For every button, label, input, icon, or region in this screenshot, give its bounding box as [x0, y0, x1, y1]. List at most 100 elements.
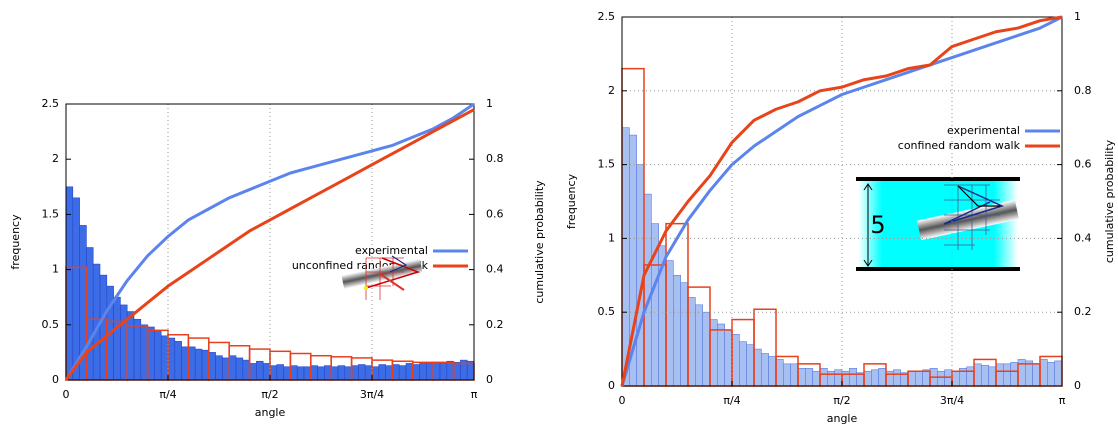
- inset-diagram: [856, 177, 1020, 271]
- histogram-bar: [768, 356, 777, 387]
- histogram-bar: [687, 297, 696, 387]
- histogram-bar: [269, 365, 278, 381]
- histogram-bar: [988, 366, 997, 387]
- histogram-bar: [863, 370, 872, 387]
- histogram-bar: [849, 367, 857, 387]
- histogram-bar: [154, 330, 162, 381]
- histogram-bar: [405, 363, 414, 381]
- histogram-bar: [249, 363, 257, 381]
- x-tick-label: π/2: [833, 394, 850, 407]
- histogram-bar: [290, 365, 298, 381]
- histogram-bar: [937, 370, 945, 387]
- histogram-bar: [222, 357, 230, 381]
- histogram-bar: [371, 366, 380, 381]
- histogram-bar: [276, 364, 284, 381]
- histogram-bar: [296, 366, 305, 381]
- chart: 0 π/4 π/2 3π/4 π00.511.522.500.20.40.60.81an…: [9, 97, 546, 419]
- histogram-bar: [702, 311, 711, 387]
- histogram-bar: [412, 364, 420, 381]
- y2-tick-label: 0.8: [486, 152, 504, 165]
- y-axis-label: frequency: [9, 214, 22, 270]
- y2-tick-label: 0: [486, 373, 493, 386]
- y-tick-label: 2.5: [598, 10, 616, 23]
- histogram-bar: [981, 365, 989, 387]
- histogram-bar: [113, 296, 121, 381]
- y-tick-label: 1: [608, 231, 615, 244]
- x-tick-label: 3π/4: [360, 388, 384, 401]
- cumulative-line: [620, 15, 1063, 387]
- histogram-bar: [878, 367, 887, 387]
- chart: 0 π/4 π/2 3π/4 π00.511.522.500.20.40.60.81an…: [565, 10, 1116, 425]
- y2-tick-label: 1: [1074, 10, 1081, 23]
- histogram-bar: [907, 370, 916, 387]
- histogram-bar: [871, 369, 879, 387]
- histogram-bar: [834, 369, 843, 387]
- x-axis-label: angle: [827, 412, 858, 424]
- histogram-bar: [1032, 363, 1041, 387]
- x-tick-label: π/4: [723, 394, 740, 407]
- histogram-bar: [378, 364, 386, 381]
- histogram-bar: [426, 363, 434, 381]
- cumulative-line: [64, 102, 475, 381]
- inset-diagram: [341, 255, 423, 300]
- y-tick-label: 0: [608, 379, 615, 392]
- cumulative-line: [620, 15, 1063, 387]
- histogram-bar: [951, 370, 960, 387]
- legend-label: experimental: [355, 244, 428, 257]
- histogram-bar: [724, 329, 733, 387]
- histogram-bar: [731, 334, 740, 387]
- histogram-bar: [283, 366, 291, 381]
- cumulative-line: [64, 108, 475, 381]
- y-tick-label: 0: [52, 373, 59, 386]
- y2-tick-label: 0.4: [1074, 231, 1092, 244]
- histogram-bar: [680, 282, 689, 387]
- y2-tick-label: 0.4: [486, 263, 504, 276]
- histogram-bar: [893, 369, 901, 387]
- histogram-bar: [439, 363, 448, 381]
- histogram-bar: [746, 344, 755, 387]
- histogram-bar: [228, 355, 237, 381]
- histogram-bar: [330, 366, 339, 381]
- y2-tick-label: 0: [1074, 379, 1081, 392]
- histogram-bar: [65, 186, 74, 381]
- histogram-bar: [995, 363, 1004, 387]
- legend-label: confined random walk: [898, 139, 1021, 152]
- histogram-bar: [1010, 362, 1019, 387]
- histogram-bar: [805, 367, 813, 387]
- histogram-bar: [72, 197, 80, 381]
- histogram-bar: [86, 247, 94, 381]
- histogram-bar: [1047, 362, 1055, 387]
- histogram-bar: [310, 365, 318, 381]
- histogram-bar: [446, 360, 454, 381]
- histogram-bar: [398, 365, 407, 381]
- histogram-bar: [201, 349, 210, 381]
- histogram-bar: [761, 353, 769, 387]
- x-tick-label: π: [471, 388, 478, 401]
- histogram-bar: [790, 363, 799, 387]
- x-tick-label: π/4: [159, 388, 176, 401]
- y2-tick-label: 0.6: [486, 207, 504, 220]
- histogram-bar: [973, 363, 982, 387]
- histogram-bar: [385, 365, 393, 381]
- y-tick-label: 0.5: [598, 305, 616, 318]
- histogram-bar: [235, 357, 244, 381]
- x-tick-label: 0: [63, 388, 70, 401]
- histogram-bar: [364, 365, 373, 381]
- y-tick-label: 1: [52, 263, 59, 276]
- histogram-bar: [775, 359, 784, 387]
- histogram-bar: [242, 359, 250, 381]
- y-tick-label: 2.5: [42, 97, 60, 110]
- histogram-bar: [133, 318, 142, 381]
- histogram-bar: [174, 341, 182, 381]
- y-tick-label: 1.5: [42, 207, 60, 220]
- histogram-bar: [453, 362, 461, 381]
- histogram-bar: [392, 364, 400, 381]
- histogram-bar: [753, 348, 762, 387]
- histogram-bar: [819, 367, 828, 387]
- x-axis-label: angle: [255, 406, 286, 419]
- histogram-bar: [167, 337, 176, 381]
- y-tick-label: 2: [608, 84, 615, 97]
- y-tick-label: 2: [52, 152, 59, 165]
- histogram-bar: [303, 366, 312, 381]
